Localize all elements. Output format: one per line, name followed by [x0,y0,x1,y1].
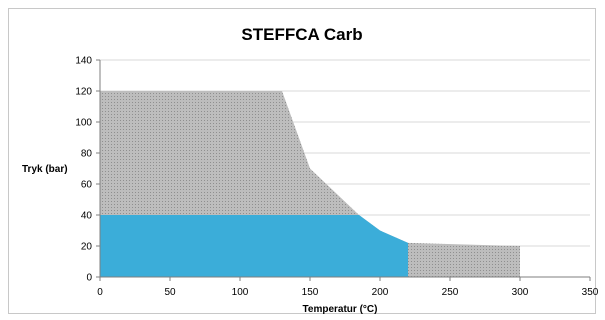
y-tick-label-40: 40 [81,211,93,222]
y-tick-label-0: 0 [86,273,92,284]
y-tick-labels: 0 20 40 60 80 100 120 140 [75,56,92,284]
x-tick-label-0: 0 [97,287,103,298]
y-tick-label-100: 100 [75,118,92,129]
x-axis-label: Temperatur (°C) [303,304,378,315]
x-tick-label-300: 300 [512,287,529,298]
y-tick-label-80: 80 [81,149,93,160]
x-tick-label-350: 350 [582,287,599,298]
y-tick-label-20: 20 [81,242,93,253]
area-blue [100,215,408,277]
y-tick-label-120: 120 [75,87,92,98]
x-tick-label-200: 200 [372,287,389,298]
y-axis-label: Tryk (bar) [22,164,68,175]
x-tick-label-150: 150 [302,287,319,298]
y-tick-label-60: 60 [81,180,93,191]
chart-title: STEFFCA Carb [241,25,362,44]
x-tick-label-100: 100 [232,287,249,298]
axes [96,59,591,281]
y-tick-label-140: 140 [75,56,92,67]
x-tick-label-50: 50 [164,287,176,298]
plot-areas [100,91,520,277]
x-tick-labels: 0 50 100 150 200 250 300 350 [97,287,599,298]
x-tick-label-250: 250 [442,287,459,298]
